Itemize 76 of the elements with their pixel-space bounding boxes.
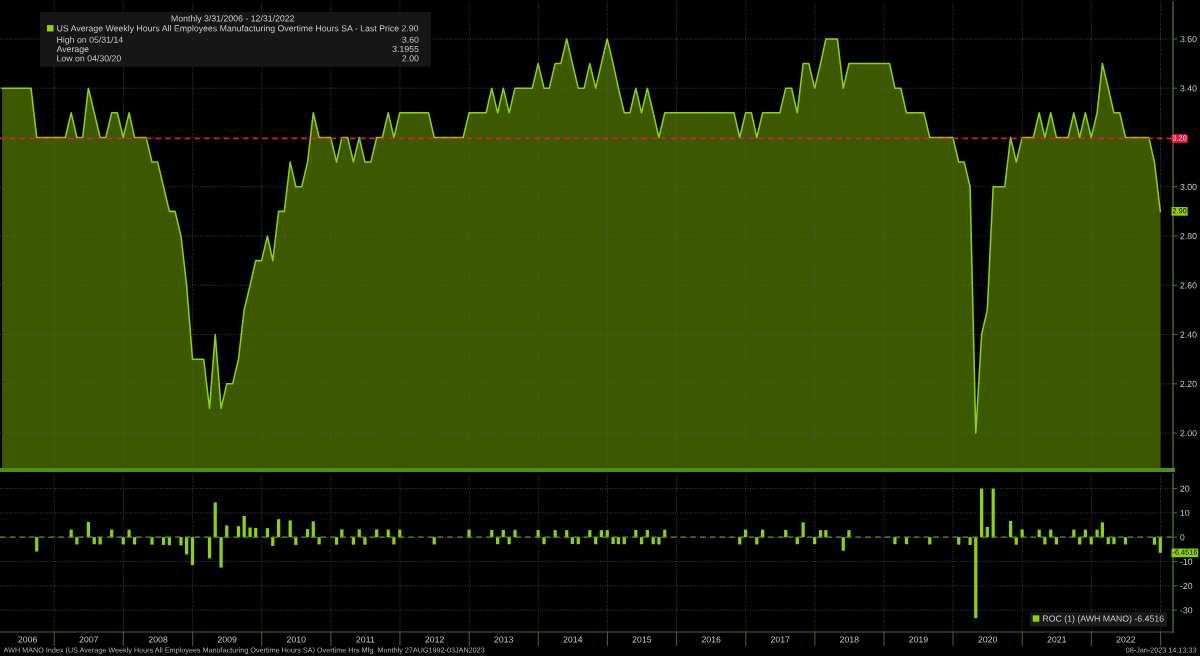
y-tick-label: 0 bbox=[1180, 534, 1185, 541]
bar bbox=[974, 537, 978, 619]
legend-title: Monthly 3/31/2006 - 12/31/2022 bbox=[171, 15, 295, 24]
x-tick-label: 2008 bbox=[148, 636, 168, 643]
bar bbox=[841, 537, 845, 551]
y-tick-label: -30 bbox=[1180, 607, 1193, 614]
legend-label: ROC (1) (AWH MANO) -6.4516 bbox=[1043, 615, 1164, 624]
bar bbox=[542, 537, 546, 545]
bar bbox=[1112, 537, 1116, 545]
annotation: Average bbox=[56, 46, 89, 54]
bar bbox=[599, 530, 603, 538]
x-tick-label: 2014 bbox=[563, 636, 583, 643]
x-tick-label: 2016 bbox=[701, 636, 721, 643]
bar bbox=[92, 537, 96, 545]
bar bbox=[288, 520, 292, 538]
bar bbox=[357, 529, 361, 538]
x-tick-label: 2011 bbox=[356, 636, 375, 643]
x-tick-label: 2012 bbox=[425, 636, 444, 643]
x-tick-label: 2015 bbox=[632, 636, 652, 643]
bar bbox=[991, 488, 995, 538]
annotation: Low on 04/30/20 bbox=[57, 55, 121, 62]
bar bbox=[1014, 537, 1018, 545]
bar bbox=[375, 529, 379, 538]
x-tick-label: 2019 bbox=[909, 636, 928, 643]
bar bbox=[570, 537, 575, 544]
bar bbox=[190, 537, 195, 566]
bar bbox=[392, 537, 396, 545]
bar bbox=[968, 537, 972, 545]
x-tick-label: 2021 bbox=[1047, 636, 1067, 643]
bar bbox=[334, 537, 339, 545]
y-tick-label: 3.40 bbox=[1180, 85, 1197, 92]
bar bbox=[957, 537, 961, 545]
y-tick-label: -20 bbox=[1180, 582, 1193, 590]
x-tick-label: 2013 bbox=[494, 636, 514, 643]
y-tick-label: 2.40 bbox=[1180, 331, 1197, 338]
x-tick-label: 2006 bbox=[18, 636, 37, 643]
y-tick-label: 2.20 bbox=[1180, 380, 1197, 388]
annotation: 3.60 bbox=[402, 36, 419, 43]
y-tick-label: 3.60 bbox=[1180, 35, 1197, 43]
annotation: 3.1955 bbox=[392, 45, 419, 53]
bar bbox=[179, 537, 183, 546]
bar bbox=[277, 519, 281, 538]
x-tick-label: 2009 bbox=[217, 636, 237, 643]
bar bbox=[207, 537, 212, 559]
annotation: High on 05/31/14 bbox=[57, 36, 123, 45]
bar bbox=[35, 537, 39, 552]
bar bbox=[980, 488, 984, 538]
legend-label: US Average Weekly Hours All Employees Manufacturing Overtime Hours SA - Last Price 2.90 bbox=[57, 24, 419, 34]
bar bbox=[813, 537, 817, 545]
bar bbox=[161, 537, 166, 545]
x-tick-label: 2020 bbox=[978, 636, 998, 643]
x-tick-label: 2022 bbox=[1116, 636, 1136, 643]
bar bbox=[657, 537, 661, 545]
bar bbox=[611, 537, 615, 544]
y-tick-label: 2.00 bbox=[1180, 430, 1197, 437]
x-tick-label: 2018 bbox=[840, 636, 859, 643]
y-tick-label: 3.00 bbox=[1180, 183, 1197, 190]
bar bbox=[893, 537, 897, 545]
x-tick-label: 2007 bbox=[79, 636, 99, 643]
y-tick-label: 2.80 bbox=[1180, 233, 1197, 240]
y-tick-label: 20 bbox=[1180, 485, 1190, 492]
bar bbox=[213, 502, 217, 538]
bar bbox=[1095, 529, 1099, 538]
y-tick-label: 10 bbox=[1180, 509, 1190, 517]
x-tick-label: 2010 bbox=[286, 636, 306, 643]
bar bbox=[1152, 537, 1157, 545]
y-tick-label: 2.60 bbox=[1180, 282, 1197, 289]
bar bbox=[513, 529, 517, 538]
bar bbox=[363, 537, 367, 545]
x-tick-label: 2017 bbox=[770, 636, 790, 643]
bar bbox=[801, 522, 805, 538]
annotation: 2.00 bbox=[402, 55, 419, 62]
bar bbox=[248, 527, 252, 538]
y-tick-label: -10 bbox=[1180, 558, 1193, 565]
bar bbox=[219, 537, 223, 568]
bar bbox=[150, 537, 154, 545]
